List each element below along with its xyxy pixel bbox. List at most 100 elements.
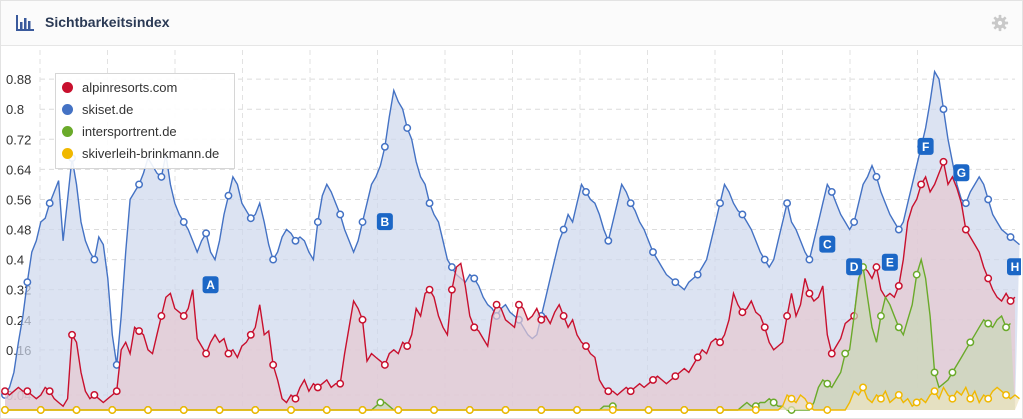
data-point <box>269 360 278 369</box>
data-point <box>1006 297 1015 305</box>
gear-icon[interactable] <box>991 14 1009 32</box>
data-point <box>313 218 322 226</box>
annotation-box <box>953 164 970 182</box>
data-point <box>827 349 836 358</box>
data-point <box>649 375 657 384</box>
data-point <box>939 105 948 114</box>
legend-marker <box>62 125 73 137</box>
annotation-label: E <box>886 256 894 270</box>
data-point <box>246 214 255 223</box>
data-point <box>90 391 99 399</box>
data-point <box>224 349 233 358</box>
legend-label: alpinresorts.com <box>82 79 178 95</box>
data-point <box>894 281 903 290</box>
chart-series <box>1 69 1020 414</box>
page-title: Sichtbarkeitsindex <box>45 14 170 30</box>
data-point <box>1006 233 1015 241</box>
data-point <box>751 406 760 414</box>
data-point <box>716 406 724 414</box>
data-point <box>984 319 993 328</box>
data-point <box>447 263 456 272</box>
data-point <box>626 199 635 208</box>
data-point <box>224 191 233 200</box>
data-point <box>425 199 434 208</box>
data-point <box>872 172 881 181</box>
data-point <box>202 229 211 238</box>
y-tick-label: 0.8 <box>6 102 24 117</box>
data-point <box>470 274 479 283</box>
data-point <box>894 391 903 399</box>
annotation-label: G <box>957 166 966 180</box>
annotation-box <box>202 276 219 294</box>
data-point <box>179 218 188 226</box>
data-point <box>738 210 747 219</box>
data-point <box>823 379 832 388</box>
data-point <box>783 199 792 208</box>
data-point <box>336 210 345 219</box>
annotation-box <box>881 253 898 271</box>
y-tick-label: 0.64 <box>6 162 31 177</box>
data-point <box>313 383 322 392</box>
series-line <box>5 385 1020 411</box>
data-point <box>380 360 389 369</box>
data-point <box>246 330 255 339</box>
series-skiverleih-brinkmann-de <box>1 383 1020 414</box>
annotation-box <box>917 137 934 155</box>
data-point <box>72 406 81 414</box>
data-point <box>760 323 769 332</box>
data-point <box>425 285 434 294</box>
data-point <box>930 368 939 377</box>
data-point <box>626 387 635 396</box>
data-point <box>841 349 850 358</box>
y-tick-label: 0.4 <box>6 253 24 268</box>
data-point <box>805 255 814 264</box>
data-point <box>716 199 724 208</box>
annotation-flag-f: F <box>917 137 934 155</box>
chart-legend: alpinresorts.com skiset.de intersportren… <box>55 73 235 169</box>
data-point <box>430 406 438 414</box>
data-point <box>582 187 590 196</box>
legend-item-skiverleih-brinkmann[interactable]: skiverleih-brinkmann.de <box>62 143 219 163</box>
data-point <box>376 398 385 407</box>
series-area <box>5 387 1020 410</box>
data-point <box>465 406 474 414</box>
data-point <box>827 187 836 196</box>
legend-item-alpinresorts[interactable]: alpinresorts.com <box>62 77 177 97</box>
data-point <box>394 406 403 414</box>
data-point <box>135 180 144 189</box>
data-point <box>573 406 581 414</box>
annotation-flag-g: G <box>953 164 970 182</box>
data-point <box>135 327 144 335</box>
legend-marker <box>62 147 73 159</box>
data-point <box>559 225 568 234</box>
data-point <box>644 406 653 414</box>
data-point <box>492 300 501 309</box>
data-point <box>112 387 121 396</box>
data-point <box>501 406 510 414</box>
data-point <box>1 387 9 396</box>
data-point <box>90 255 99 264</box>
series-line <box>4 159 1016 408</box>
data-point <box>787 394 796 403</box>
data-point <box>872 263 881 272</box>
data-point <box>179 406 188 414</box>
legend-item-skiset[interactable]: skiset.de <box>62 99 133 119</box>
data-point <box>671 278 680 287</box>
data-point <box>783 312 792 320</box>
y-tick-label: 0.32 <box>6 283 31 298</box>
data-point <box>671 372 680 381</box>
data-point <box>604 236 613 245</box>
series-alpinresorts-com <box>1 157 1016 410</box>
data-point <box>984 195 993 204</box>
annotation-flag-b: B <box>376 213 393 231</box>
data-point <box>805 402 814 411</box>
legend-item-intersportrent[interactable]: intersportrent.de <box>62 121 177 141</box>
annotation-label: F <box>922 140 929 154</box>
data-point <box>403 124 412 132</box>
data-point <box>917 180 926 189</box>
data-point <box>1002 323 1011 332</box>
data-point <box>291 236 300 245</box>
data-point <box>984 394 993 403</box>
data-point <box>269 255 278 264</box>
data-point <box>537 406 546 414</box>
